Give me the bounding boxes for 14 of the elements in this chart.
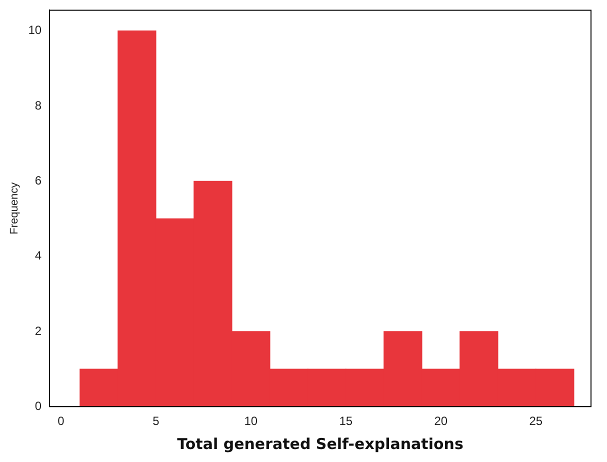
x-tick-label: 25 [529, 414, 543, 428]
y-tick-label: 0 [34, 398, 42, 413]
x-tick-label: 20 [434, 414, 448, 428]
y-tick-label: 8 [34, 98, 42, 112]
y-tick-label: 10 [28, 23, 42, 38]
y-tick-label: 2 [34, 324, 42, 338]
x-tick-label: 0 [58, 414, 65, 428]
x-tick-label: 5 [152, 414, 160, 428]
y-tick-label: 4 [34, 248, 42, 263]
y-tick-label: 6 [34, 173, 42, 188]
x-tick-label: 15 [339, 414, 353, 428]
x-tick-label: 10 [244, 414, 258, 428]
y-axis-title: Frequency [8, 182, 21, 234]
x-axis-title: Total generated Self-explanations [177, 434, 464, 453]
